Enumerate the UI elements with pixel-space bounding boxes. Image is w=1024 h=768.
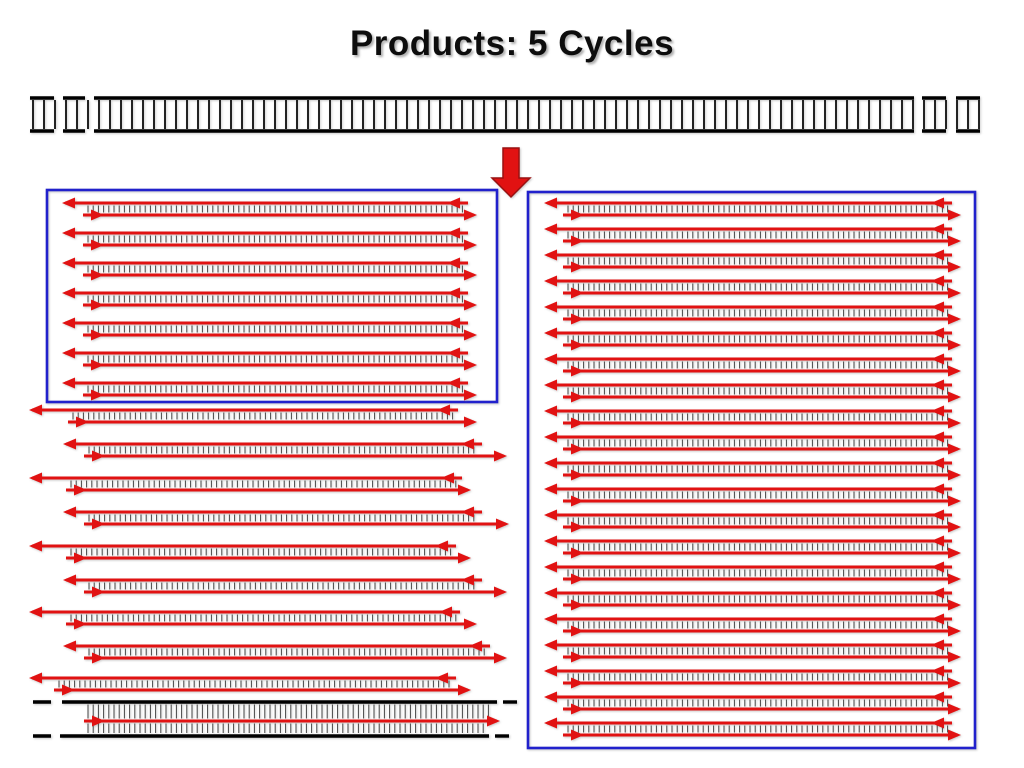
dna-duplex xyxy=(544,249,961,273)
dna-duplex xyxy=(544,223,961,247)
dna-duplex xyxy=(544,639,961,663)
dna-duplex xyxy=(544,353,961,377)
dna-duplex xyxy=(63,640,507,664)
dna-duplex xyxy=(544,405,961,429)
dna-duplex xyxy=(63,574,507,598)
dna-duplex xyxy=(544,275,961,299)
dna-duplex xyxy=(63,506,509,530)
dna-duplex xyxy=(63,438,507,462)
dna-duplex xyxy=(544,431,961,455)
dna-duplex xyxy=(544,613,961,637)
dna-duplex xyxy=(544,483,961,507)
dna-duplex xyxy=(544,197,961,221)
down-arrow xyxy=(490,147,532,199)
dna-duplex xyxy=(29,540,471,564)
slide-title: Products: 5 Cycles xyxy=(349,24,675,63)
dna-duplex xyxy=(62,377,477,401)
dna-duplex xyxy=(544,457,961,481)
dna-duplex xyxy=(544,561,961,585)
dna-duplex xyxy=(544,509,961,533)
dna-duplex xyxy=(544,587,961,611)
dna-duplex xyxy=(62,227,477,251)
dna-duplex xyxy=(29,404,477,428)
dna-duplex xyxy=(62,257,477,281)
dna-duplex xyxy=(544,379,961,403)
dna-duplex xyxy=(544,717,961,741)
dna-duplex xyxy=(544,691,961,715)
dna-duplex xyxy=(62,317,477,341)
template-fragment xyxy=(33,700,517,738)
dna-duplex xyxy=(62,197,477,221)
dna-duplex xyxy=(29,472,471,496)
dna-duplex xyxy=(544,665,961,689)
dna-duplex xyxy=(62,287,477,311)
right-product-box xyxy=(526,190,977,750)
dna-duplex xyxy=(544,301,961,325)
dna-duplex xyxy=(29,672,471,696)
dna-duplex xyxy=(62,347,477,371)
dna-duplex xyxy=(544,535,961,559)
dna-duplex xyxy=(544,327,961,351)
dna-duplex xyxy=(29,606,477,630)
left-product-box xyxy=(45,188,499,404)
template-dna xyxy=(30,96,980,133)
